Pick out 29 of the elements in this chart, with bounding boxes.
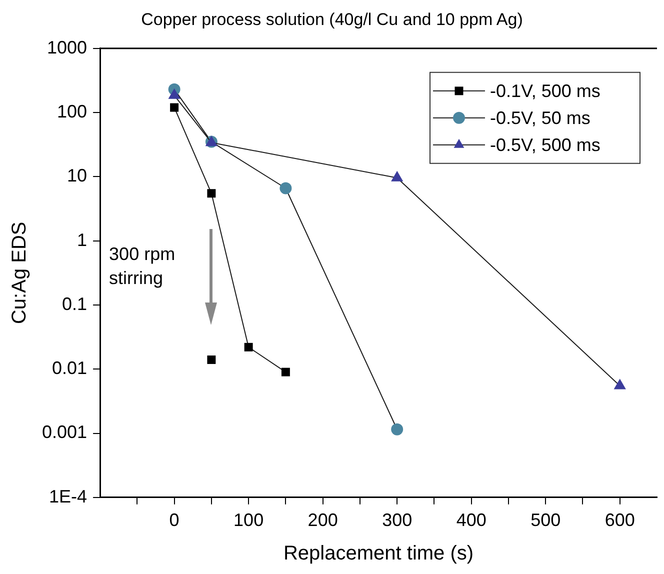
point bbox=[281, 368, 290, 376]
x-tick-label: 0 bbox=[169, 510, 180, 530]
x-tick-label: 600 bbox=[604, 510, 635, 530]
x-tick-label: 200 bbox=[308, 510, 338, 530]
y-tick-label: 0.01 bbox=[52, 358, 88, 378]
y-tick-label: 0.001 bbox=[42, 422, 88, 442]
y-tick-label: 0.1 bbox=[62, 294, 88, 314]
legend-label: -0.1V, 500 ms bbox=[490, 80, 600, 101]
point bbox=[207, 356, 216, 364]
y-axis-title: Cu:Ag EDS bbox=[8, 222, 31, 324]
y-tick-label: 1000 bbox=[46, 37, 88, 58]
y-tick-label: 100 bbox=[56, 102, 88, 122]
x-tick-label: 400 bbox=[456, 510, 486, 530]
chart-title: Copper process solution (40g/l Cu and 10 ppm Ag) bbox=[141, 10, 523, 29]
legend-label: -0.5V, 50 ms bbox=[490, 108, 590, 128]
x-tick-label: 300 bbox=[382, 510, 412, 530]
x-tick-label: 100 bbox=[234, 510, 264, 530]
point bbox=[280, 182, 292, 194]
annotation: 300 rpm stirring bbox=[109, 244, 176, 288]
y-tick-label: 10 bbox=[67, 166, 88, 186]
point bbox=[244, 342, 253, 352]
legend-label: -0.5V, 500 ms bbox=[490, 134, 600, 155]
x-tick-label: 500 bbox=[530, 510, 561, 530]
point bbox=[207, 189, 216, 198]
y-tick-label: 1 bbox=[77, 230, 88, 250]
x-axis-title: Replacement time (s) bbox=[283, 542, 474, 565]
point bbox=[170, 103, 179, 112]
point bbox=[391, 423, 404, 436]
y-tick-label: 1E-4 bbox=[49, 486, 88, 506]
